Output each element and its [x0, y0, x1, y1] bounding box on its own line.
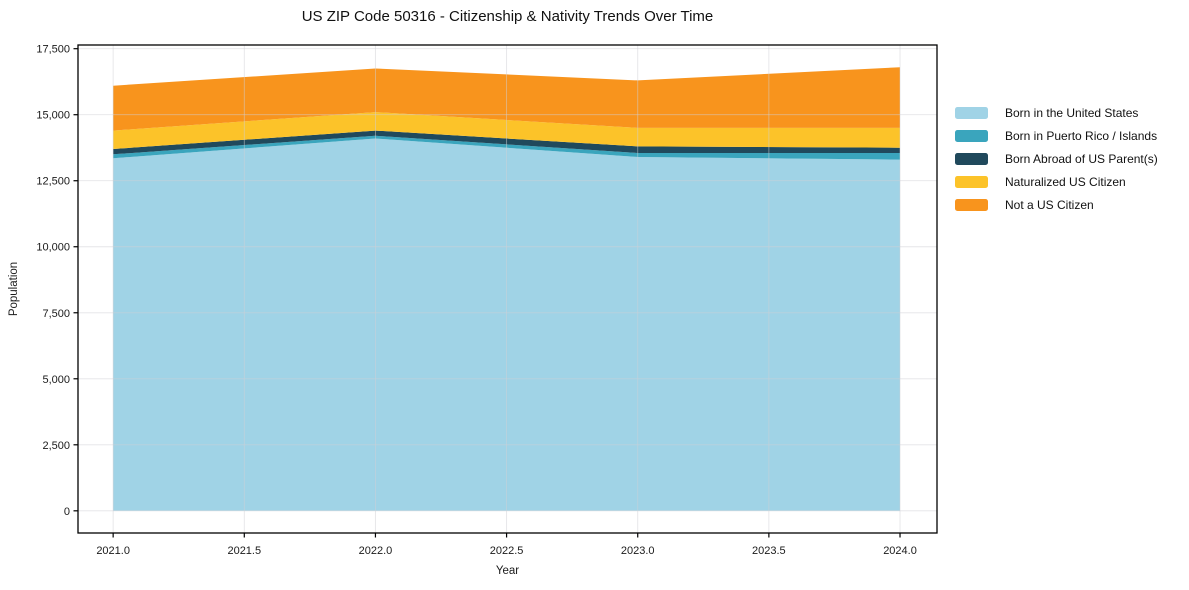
y-tick-label: 10,000 [36, 242, 70, 254]
legend-swatch-born-us [955, 106, 988, 119]
legend-swatch-born-pr [955, 129, 988, 142]
x-tick-label: 2022.0 [359, 545, 393, 557]
legend-item: Born in Puerto Rico / Islands [955, 124, 1158, 147]
x-tick-label: 2023.0 [621, 545, 655, 557]
legend-item: Born Abroad of US Parent(s) [955, 147, 1158, 170]
legend-label: Born Abroad of US Parent(s) [1005, 151, 1158, 166]
legend-label: Naturalized US Citizen [1005, 174, 1126, 189]
x-tick-label: 2021.0 [96, 545, 130, 557]
x-axis-label: Year [495, 565, 520, 577]
y-tick-label: 0 [64, 506, 70, 518]
y-tick-label: 12,500 [36, 176, 70, 188]
y-tick-label: 2,500 [42, 440, 70, 452]
y-tick-label: 7,500 [42, 308, 70, 320]
legend-label: Born in Puerto Rico / Islands [1005, 128, 1158, 143]
x-tick-label: 2024.0 [883, 545, 917, 557]
legend-swatch-born-abroad [955, 152, 988, 165]
x-tick-label: 2021.5 [227, 545, 261, 557]
legend-label: Born in the United States [1005, 105, 1139, 120]
legend-swatch-not-citizen [955, 198, 988, 211]
y-axis-label: Population [8, 261, 20, 317]
legend-item: Naturalized US Citizen [955, 170, 1158, 193]
y-tick-label: 17,500 [36, 44, 70, 56]
legend-item: Born in the United States [955, 101, 1158, 124]
legend-item: Not a US Citizen [955, 193, 1158, 216]
y-tick-label: 5,000 [42, 374, 70, 386]
x-tick-label: 2023.5 [752, 545, 786, 557]
legend-label: Not a US Citizen [1005, 197, 1094, 212]
legend: Born in the United States Born in Puerto… [955, 101, 1158, 216]
x-tick-label: 2022.5 [490, 545, 524, 557]
y-tick-label: 15,000 [36, 110, 70, 122]
plot-border [77, 44, 938, 534]
legend-swatch-naturalized [955, 175, 988, 188]
chart-title: US ZIP Code 50316 - Citizenship & Nativi… [301, 8, 714, 25]
